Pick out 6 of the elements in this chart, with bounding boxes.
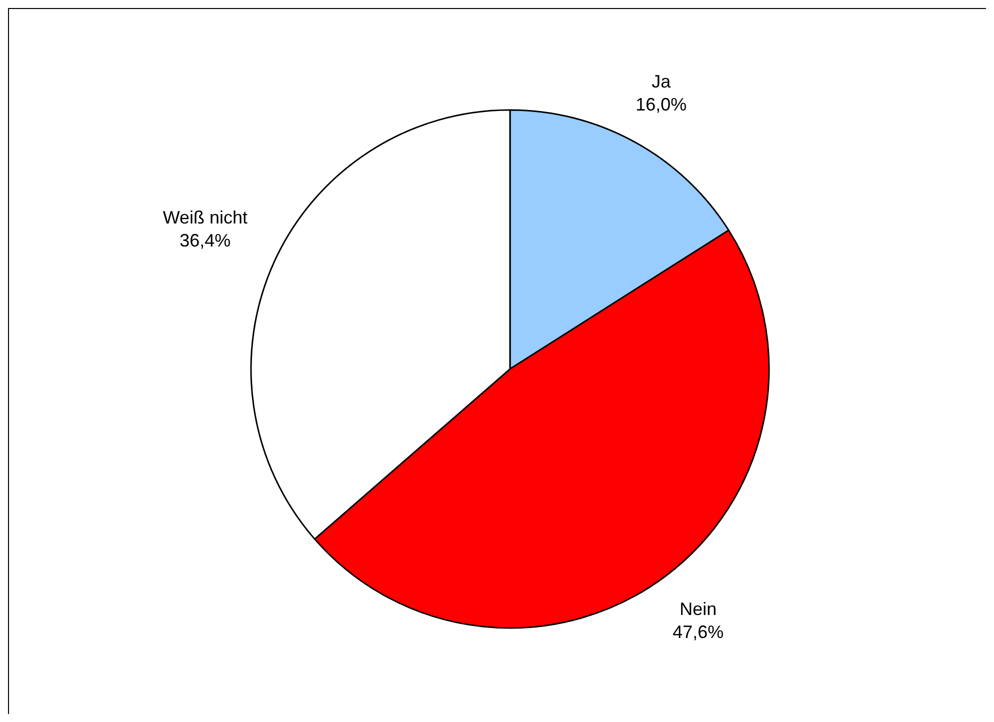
slice-label: Nein [680, 598, 717, 618]
data-label: 47,6% [672, 622, 724, 642]
data-label: 16,0% [636, 94, 687, 114]
data-label: 36,4% [180, 230, 231, 250]
slice-label: Ja [652, 71, 672, 92]
slice-label: Weiß nicht [162, 207, 248, 228]
